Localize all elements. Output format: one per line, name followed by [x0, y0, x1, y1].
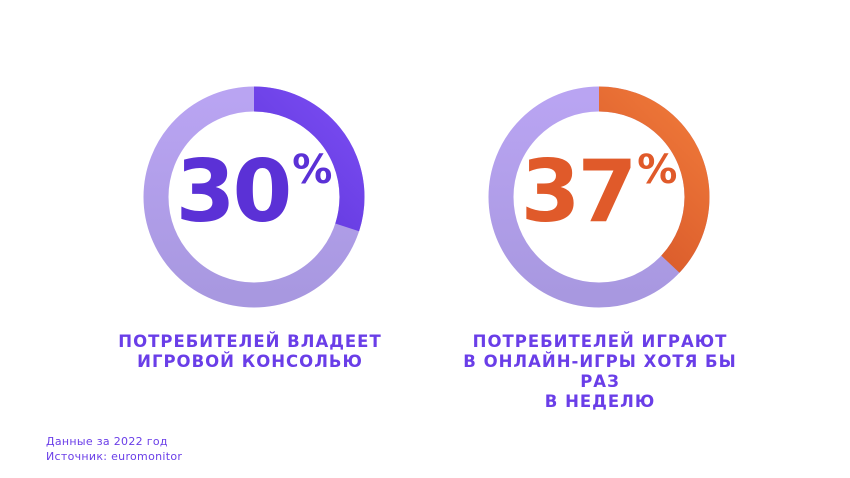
percentage-value: 30 [175, 142, 293, 242]
percentage-value: 37 [520, 142, 638, 242]
percent-sign: % [292, 147, 333, 193]
caption-online-games: ПОТРЕБИТЕЛЕЙ ИГРАЮТ В ОНЛАЙН-ИГРЫ ХОТЯ Б… [445, 332, 755, 412]
caption-line: В НЕДЕЛЮ [544, 392, 656, 411]
source-note: Источник: euromonitor [46, 450, 183, 463]
caption-line: ПОТРЕБИТЕЛЕЙ ИГРАЮТ [472, 332, 728, 351]
donut-svg [488, 86, 710, 308]
caption-line: ПОТРЕБИТЕЛЕЙ ВЛАДЕЕТ [118, 332, 382, 351]
caption-line: ИГРОВОЙ КОНСОЛЬЮ [137, 352, 363, 371]
big-percentage: 30% [143, 142, 365, 242]
footer-notes: Данные за 2022 год Источник: euromonitor [46, 434, 182, 464]
caption-console: ПОТРЕБИТЕЛЕЙ ВЛАДЕЕТ ИГРОВОЙ КОНСОЛЬЮ [100, 332, 400, 372]
donut-svg [143, 86, 365, 308]
donut-chart-console: 30% [143, 86, 365, 308]
donut-value-arc [143, 86, 365, 308]
caption-line: В ОНЛАЙН-ИГРЫ ХОТЯ БЫ РАЗ [463, 352, 737, 391]
big-percentage: 37% [488, 142, 710, 242]
donut-value-arc [488, 86, 710, 308]
donut-chart-online-games: 37% [488, 86, 710, 308]
percent-sign: % [637, 147, 678, 193]
data-year-note: Данные за 2022 год [46, 435, 168, 448]
